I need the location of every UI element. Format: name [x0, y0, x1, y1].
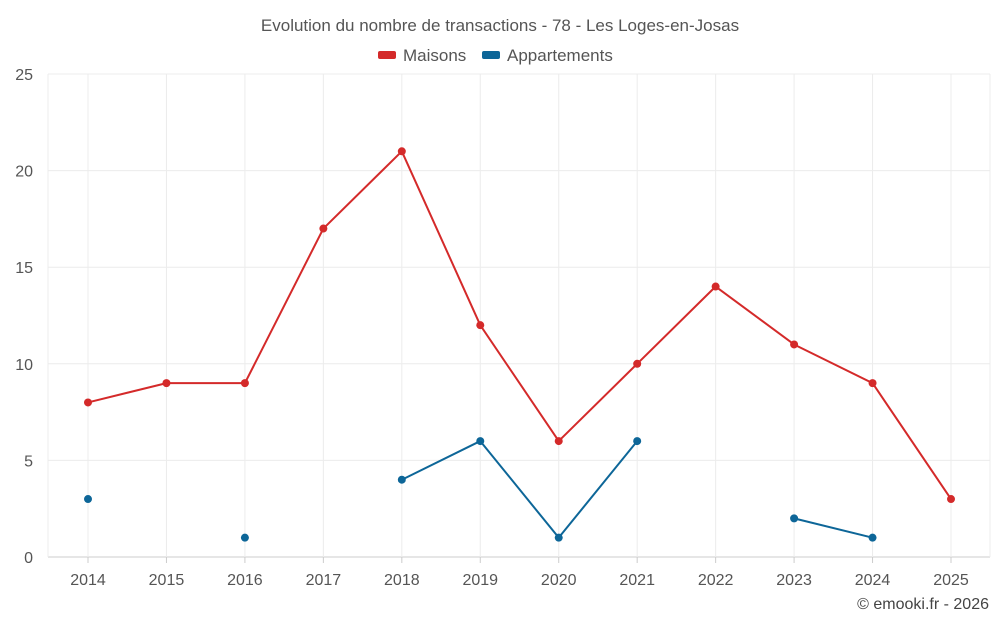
x-tick-label: 2025 — [933, 572, 969, 589]
legend: Maisons Appartements — [378, 46, 613, 65]
footer-credit: © emooki.fr - 2026 — [857, 596, 989, 613]
x-tick-label: 2017 — [306, 572, 342, 589]
data-point-appartements[interactable] — [868, 533, 877, 542]
legend-swatch-appartements — [482, 51, 500, 59]
y-tick-label: 25 — [15, 67, 33, 84]
y-tick-label: 5 — [24, 453, 33, 470]
data-point-appartements[interactable] — [476, 437, 485, 446]
data-point-appartements[interactable] — [554, 533, 563, 542]
x-tick-label: 2021 — [619, 572, 655, 589]
x-tick-label: 2023 — [776, 572, 812, 589]
data-point-maisons[interactable] — [554, 437, 563, 446]
chart-title: Evolution du nombre de transactions - 78… — [261, 16, 739, 35]
x-tick-label: 2014 — [70, 572, 106, 589]
data-point-maisons[interactable] — [397, 147, 406, 156]
series-line-appartements — [401, 440, 638, 539]
data-point-maisons[interactable] — [319, 224, 328, 233]
y-tick-label: 10 — [15, 357, 33, 374]
x-tick-label: 2015 — [149, 572, 185, 589]
x-tick-label: 2019 — [462, 572, 498, 589]
y-tick-label: 15 — [15, 260, 33, 277]
data-point-maisons[interactable] — [633, 359, 642, 368]
x-tick-label: 2024 — [855, 572, 891, 589]
legend-item-maisons[interactable]: Maisons — [378, 46, 466, 65]
data-point-maisons[interactable] — [711, 282, 720, 291]
data-point-maisons[interactable] — [476, 321, 485, 330]
data-point-maisons[interactable] — [240, 379, 249, 388]
y-tick-label: 0 — [24, 550, 33, 567]
legend-label-maisons: Maisons — [403, 46, 466, 65]
x-tick-label: 2016 — [227, 572, 263, 589]
data-point-appartements[interactable] — [790, 514, 799, 523]
y-axis: 0 5 10 15 20 25 — [15, 67, 33, 567]
data-point-maisons[interactable] — [84, 398, 92, 407]
x-tick-label: 2020 — [541, 572, 577, 589]
series-line-appartements — [793, 517, 873, 539]
x-axis: 2014 2015 2016 2017 2018 2019 2020 2021 2022 2023… — [70, 557, 969, 589]
data-point-maisons[interactable] — [947, 495, 955, 504]
data-point-maisons[interactable] — [790, 340, 799, 349]
data-point-appartements[interactable] — [84, 495, 92, 504]
data-point-appartements[interactable] — [633, 437, 642, 446]
data-point-maisons[interactable] — [868, 379, 877, 388]
legend-item-appartements[interactable]: Appartements — [482, 46, 613, 65]
series-line-maisons — [87, 150, 952, 500]
gridlines — [47, 73, 991, 558]
data-point-appartements[interactable] — [397, 475, 406, 484]
legend-swatch-maisons — [378, 51, 396, 59]
x-tick-label: 2022 — [698, 572, 734, 589]
x-tick-label: 2018 — [384, 572, 420, 589]
series-layer — [84, 147, 955, 542]
data-point-maisons[interactable] — [162, 379, 171, 388]
y-tick-label: 20 — [15, 164, 33, 181]
legend-label-appartements: Appartements — [507, 46, 613, 65]
data-point-appartements[interactable] — [240, 533, 249, 542]
